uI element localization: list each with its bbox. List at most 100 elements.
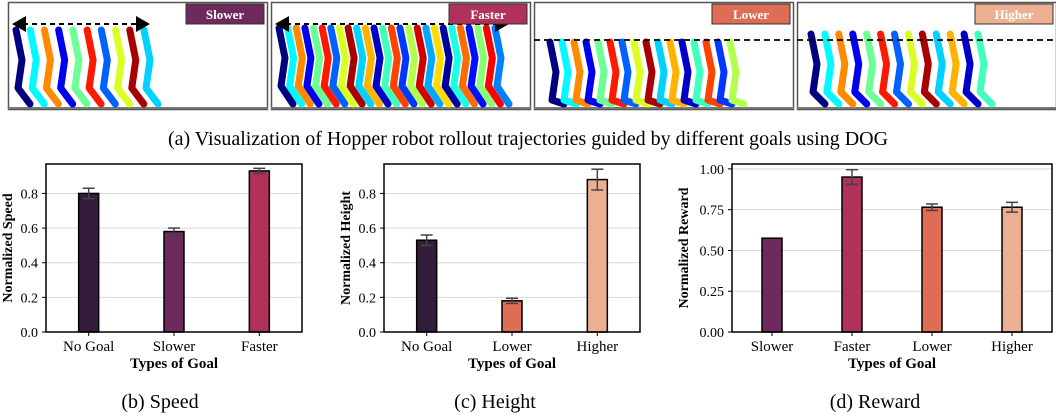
trajectory-stroke: [465, 24, 487, 108]
x-tick-label: Faster: [834, 339, 871, 355]
trajectory-visualization: Slower Faster Lower Higher: [0, 0, 1056, 112]
trajectory-stroke: [558, 38, 580, 108]
trajectory-panels: Slower Faster Lower Higher: [7, 1, 1056, 111]
trajectory-stroke: [474, 24, 496, 108]
y-tick-label: 0.2: [359, 291, 377, 306]
caption-c: (c) Height: [454, 391, 536, 413]
trajectory-stroke: [654, 38, 676, 108]
trajectory-stroke: [431, 24, 453, 108]
y-tick-label: 0.4: [359, 257, 377, 272]
bar-faster: [248, 170, 271, 333]
plot-frame: [731, 163, 1053, 333]
trajectory-stroke: [344, 24, 366, 108]
trajectory-stroke: [310, 24, 332, 108]
x-tick-label: Faster: [241, 339, 278, 355]
y-tick-label: 0.4: [21, 257, 39, 272]
trajectory-stroke: [318, 24, 340, 108]
y-tick-label: 0.8: [359, 187, 377, 202]
trajectory-stroke: [849, 30, 871, 108]
trajectory-stroke: [456, 24, 478, 108]
y-tick-label: 1.00: [700, 163, 725, 178]
bar-higher: [1001, 206, 1023, 333]
trajectory-stroke: [946, 30, 968, 108]
y-tick-label: 0.50: [700, 244, 725, 259]
trajectory-stroke: [140, 26, 162, 108]
y-tick-label: 0.0: [359, 326, 377, 341]
goal-tag-label: Higher: [995, 7, 1034, 22]
y-tick-label: 0.25: [700, 285, 725, 300]
y-axis-label: Normalized Reward: [677, 187, 692, 308]
bar-slower: [761, 237, 783, 333]
speed-bar-chart: 0.0 0.2 0.4 0.6 0.8 No Goal Slower Faster Types …: [1, 163, 303, 372]
y-tick-label: 0.75: [700, 204, 725, 219]
trajectory-stroke: [618, 38, 640, 108]
reward-bar-chart: 0.00 0.25 0.50 0.75 1.00 Slower Faster Lower Hig…: [677, 163, 1053, 372]
trajectory-stroke: [422, 24, 444, 108]
y-tick-label: 0.0: [21, 326, 39, 341]
trajectory-stroke: [439, 24, 461, 108]
y-tick-label: 0.00: [700, 326, 725, 341]
x-tick-label: Slower: [153, 339, 196, 355]
trajectory-stroke: [594, 38, 616, 108]
trajectory-stroke: [570, 38, 592, 108]
bar-lower: [921, 206, 943, 333]
bar-faster: [841, 176, 863, 333]
trajectory-stroke: [361, 24, 383, 108]
trajectory-stroke: [284, 24, 306, 108]
caption-b: (b) Speed: [121, 391, 199, 413]
bar-no-goal: [77, 192, 100, 333]
x-tick-label: No Goal: [401, 339, 452, 355]
goal-tag-label: Slower: [206, 7, 245, 22]
trajectory-stroke: [807, 30, 829, 108]
x-axis-label: Types of Goal: [848, 356, 936, 372]
trajectory-stroke: [379, 24, 401, 108]
trajectory-stroke: [448, 24, 470, 108]
trajectory-stroke: [370, 24, 392, 108]
goal-tag: [711, 3, 791, 25]
bar-lower: [501, 300, 523, 333]
goal-tag-label: Faster: [470, 7, 506, 22]
x-tick-label: Higher: [991, 339, 1033, 355]
bar-higher: [586, 178, 609, 333]
y-tick-label: 0.2: [21, 291, 39, 306]
trajectory-stroke: [960, 30, 982, 108]
goal-tag: [974, 3, 1054, 25]
y-tick-label: 0.8: [21, 187, 39, 202]
x-tick-label: Lower: [492, 339, 531, 355]
goal-tag-label: Lower: [733, 7, 769, 22]
trajectory-stroke: [112, 26, 134, 108]
trajectory-stroke: [301, 24, 323, 108]
caption-a: (a) Visualization of Hopper robot rollou…: [167, 128, 889, 150]
trajectory-stroke: [678, 38, 700, 108]
goal-tag: [448, 3, 528, 25]
y-axis-label: Normalized Height: [339, 191, 354, 305]
trajectory-stroke: [97, 26, 119, 108]
panel-faster: Faster: [270, 1, 532, 111]
trajectory-stroke: [714, 38, 736, 108]
trajectory-stroke: [690, 38, 712, 108]
trajectory-stroke: [413, 24, 435, 108]
trajectory-stroke: [40, 26, 62, 108]
trajectory-stroke: [69, 26, 91, 108]
trajectory-stroke: [835, 30, 857, 108]
trajectory-stroke: [904, 30, 926, 108]
x-tick-label: Lower: [912, 339, 951, 355]
trajectory-stroke: [327, 24, 349, 108]
trajectory-stroke: [877, 30, 899, 108]
y-tick-label: 0.6: [359, 222, 377, 237]
trajectory-stroke: [891, 30, 912, 108]
trajectory-stroke: [642, 38, 664, 108]
trajectory-stroke: [863, 30, 885, 108]
trajectory-stroke: [26, 26, 48, 108]
trajectory-stroke: [126, 26, 148, 108]
x-tick-label: No Goal: [63, 339, 114, 355]
caption-d: (d) Reward: [829, 391, 921, 413]
trajectory-stroke: [292, 24, 314, 108]
goal-tag: [185, 3, 265, 25]
trajectory-stroke: [491, 24, 513, 108]
trajectory-stroke: [12, 26, 34, 108]
trajectory-stroke: [482, 24, 504, 108]
trajectory-stroke: [932, 30, 954, 108]
bar-slower: [163, 230, 185, 333]
trajectory-stroke: [666, 38, 688, 108]
